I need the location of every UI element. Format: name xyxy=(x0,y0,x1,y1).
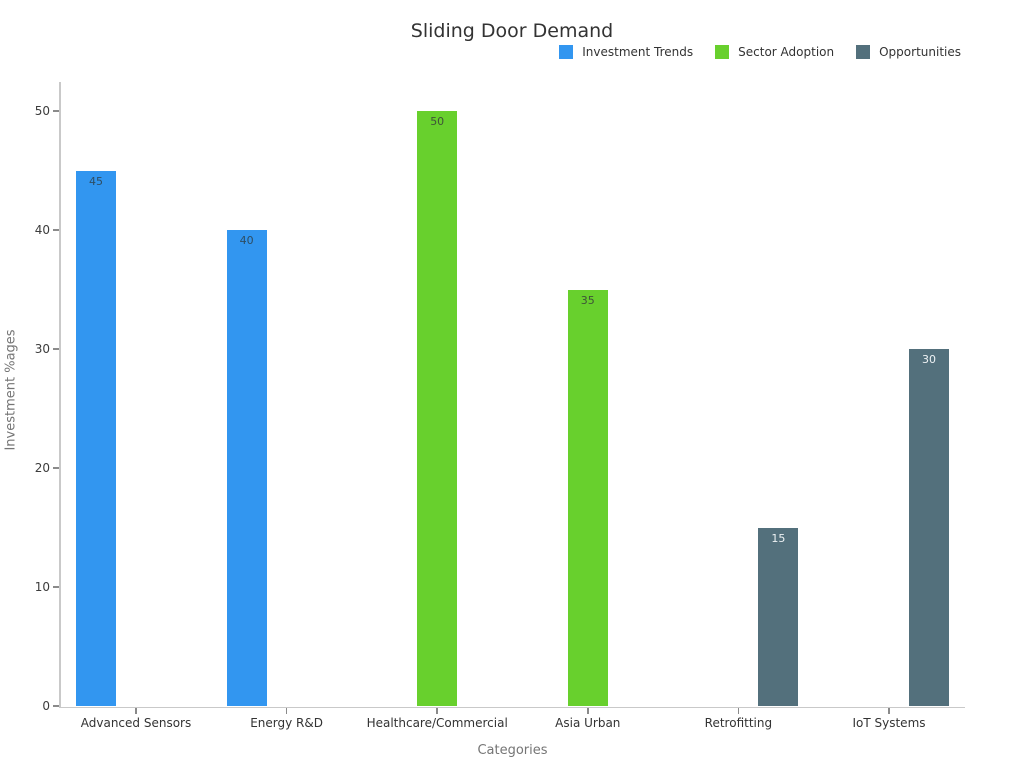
bar-iot-systems: 30 xyxy=(909,349,949,706)
y-tick-mark xyxy=(53,229,59,231)
x-tick-label-asia-urban: Asia Urban xyxy=(555,716,621,730)
x-tick-mark xyxy=(135,708,137,714)
x-tick-mark xyxy=(285,708,288,714)
x-axis-spine xyxy=(59,706,965,708)
bar-asia-urban: 35 xyxy=(567,289,608,706)
legend-item-opportunities: Opportunities xyxy=(856,45,961,59)
legend-item-investment-trends: Investment Trends xyxy=(559,45,693,59)
x-axis-title: Categories xyxy=(477,743,548,758)
bar-value-label: 30 xyxy=(922,353,936,366)
x-tick-mark xyxy=(436,708,438,714)
y-tick-label: 50 xyxy=(34,104,50,118)
bar-value-label: 45 xyxy=(89,174,103,188)
x-tick-label-retrofitting: Retrofitting xyxy=(704,716,773,730)
bar-retrofitting: 15 xyxy=(758,527,799,706)
y-tick-mark xyxy=(53,348,59,350)
y-tick-mark xyxy=(53,586,59,588)
legend-swatch-investment-trends xyxy=(559,45,574,59)
bar-value-label: 35 xyxy=(580,293,595,307)
y-axis-title: Investment %ages xyxy=(3,329,19,451)
bar-value-label: 50 xyxy=(430,115,445,128)
legend-swatch-opportunities xyxy=(856,45,871,59)
x-tick-label-healthcare-commercial: Healthcare/Commercial xyxy=(366,716,508,730)
bar-value-label: 40 xyxy=(239,234,254,247)
bar-energy-r-d: 40 xyxy=(226,230,267,706)
y-axis-spine xyxy=(59,82,61,707)
legend-label: Investment Trends xyxy=(582,45,694,59)
y-tick-label: 20 xyxy=(34,461,50,475)
legend-label: Opportunities xyxy=(879,45,961,59)
y-tick-label: 40 xyxy=(34,223,50,237)
y-tick-label: 0 xyxy=(42,699,50,713)
y-tick-label: 30 xyxy=(34,342,50,356)
legend-label: Sector Adoption xyxy=(738,45,835,59)
y-tick-mark xyxy=(53,705,59,707)
x-tick-mark xyxy=(888,708,890,714)
bar-advanced-sensors: 45 xyxy=(76,170,116,706)
chart-legend: Investment Trends Sector Adoption Opportun… xyxy=(559,45,961,59)
x-tick-mark xyxy=(587,708,589,714)
bar-healthcare-commercial: 50 xyxy=(417,111,458,706)
y-tick-mark xyxy=(53,110,59,112)
x-tick-mark xyxy=(737,708,740,714)
bar-value-label: 15 xyxy=(771,531,786,545)
x-tick-label-advanced-sensors: Advanced Sensors xyxy=(80,716,192,730)
y-tick-label: 10 xyxy=(34,580,50,594)
chart-title: Sliding Door Demand xyxy=(410,20,614,42)
x-tick-label-iot-systems: IoT Systems xyxy=(852,716,926,730)
x-tick-label-energy-r-d: Energy R&D xyxy=(250,716,323,730)
y-tick-mark xyxy=(53,467,59,469)
legend-item-sector-adoption: Sector Adoption xyxy=(715,45,834,59)
legend-swatch-sector-adoption xyxy=(715,45,730,59)
